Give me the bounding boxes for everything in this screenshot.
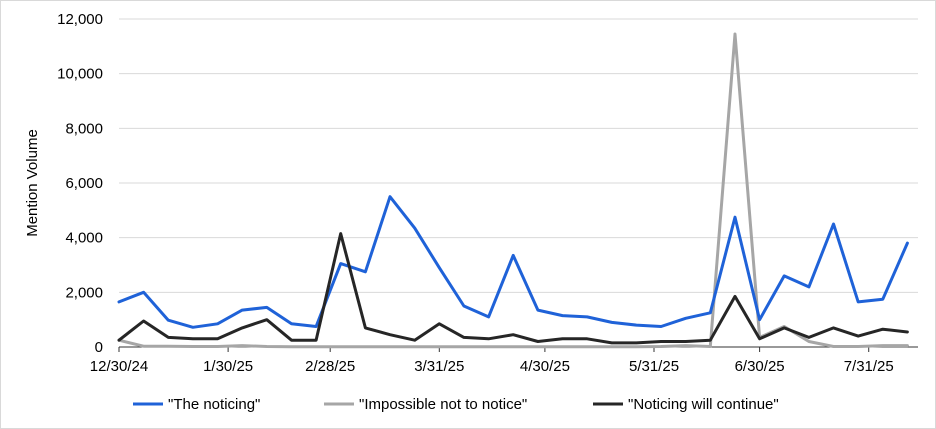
y-tick-label: 2,000 <box>65 284 103 301</box>
x-tick-label: 12/30/24 <box>90 358 148 375</box>
legend-label-2: "Noticing will continue" <box>628 396 779 413</box>
series-line-2 <box>117 232 909 345</box>
legend: "The noticing" "Impossible not to notice"… <box>133 396 779 413</box>
x-tick-label: 1/30/25 <box>203 358 253 375</box>
y-axis-label: Mention Volume <box>24 129 41 237</box>
gridlines <box>119 18 918 293</box>
x-tick-label: 6/30/25 <box>735 358 785 375</box>
series-lines <box>117 32 909 349</box>
x-tick-label: 7/31/25 <box>844 358 894 375</box>
x-tick-label: 2/28/25 <box>305 358 355 375</box>
x-tick-label: 4/30/25 <box>520 358 570 375</box>
series-line-1 <box>117 32 909 349</box>
x-tick-label: 3/31/25 <box>414 358 464 375</box>
y-axis-ticks: 0 2,000 4,000 6,000 8,000 10,000 12,000 <box>57 11 103 356</box>
series-line-0 <box>117 195 909 329</box>
y-tick-label: 0 <box>95 339 103 356</box>
y-tick-label: 4,000 <box>65 230 103 247</box>
y-tick-label: 10,000 <box>57 66 103 83</box>
y-tick-label: 8,000 <box>65 120 103 137</box>
legend-label-1: "Impossible not to notice" <box>359 396 527 413</box>
y-tick-label: 12,000 <box>57 11 103 28</box>
x-tick-label: 5/31/25 <box>629 358 679 375</box>
y-tick-label: 6,000 <box>65 175 103 192</box>
legend-label-0: "The noticing" <box>168 396 260 413</box>
x-axis-ticks: 12/30/24 1/30/25 2/28/25 3/31/25 4/30/25 5/31… <box>90 347 894 375</box>
